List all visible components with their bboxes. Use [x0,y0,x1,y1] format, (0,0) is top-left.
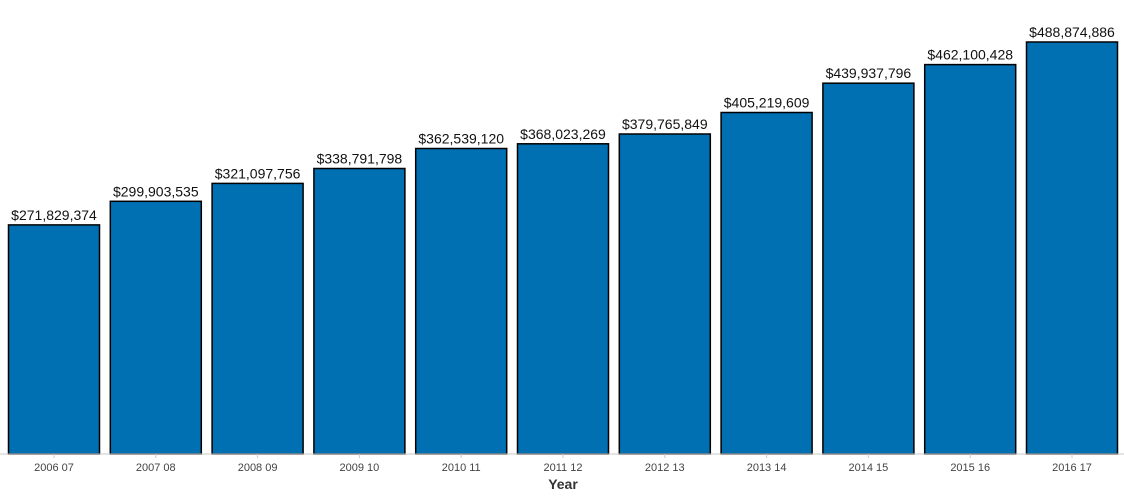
x-tick-labels: 2006 07 2007 08 2008 09 2009 10 2010 11 2011 … [34,462,1092,474]
value-label: $405,219,609 [724,95,810,111]
value-label: $379,765,849 [622,116,708,132]
x-axis-title: Year [548,476,578,492]
value-label: $439,937,796 [826,65,912,81]
value-label: $321,097,756 [215,165,301,181]
value-label: $271,829,374 [11,207,97,223]
bars-layer [7,41,1119,455]
value-label: $299,903,535 [113,183,199,199]
bar-2010-11 [414,147,508,455]
bar-2011-12 [516,143,610,455]
x-tick-label: 2008 09 [238,462,278,474]
x-tick-label: 2011 12 [544,462,583,474]
x-tick-label: 2016 17 [1052,462,1092,474]
bar-2008-09 [211,182,304,455]
x-tick-label: 2015 16 [950,462,990,474]
x-tick-label: 2009 10 [340,462,380,474]
value-label: $462,100,428 [927,47,1013,63]
bar-2014-15 [822,82,915,455]
bar-2013-14 [720,111,813,455]
value-labels-layer: $271,829,374 $299,903,535 $321,097,756 $338… [11,24,1115,223]
x-tick-label: 2006 07 [34,462,74,474]
x-tick-label: 2007 08 [136,462,176,474]
bar-2015-16 [923,63,1017,455]
bar-2007-08 [109,200,203,455]
x-tick-label: 2010 11 [442,462,481,474]
x-tick-label: 2013 14 [747,462,787,474]
x-tick-label: 2014 15 [849,462,889,474]
x-tick-label: 2012 13 [645,462,685,474]
value-label: $488,874,886 [1029,24,1115,40]
value-label: $362,539,120 [418,131,504,147]
bar-2009-10 [313,167,406,455]
bar-2006-07 [7,224,101,455]
value-label: $368,023,269 [520,126,606,142]
value-label: $338,791,798 [317,151,403,167]
x-tick-marks [53,454,1073,458]
bar-2016-17 [1025,41,1119,455]
bar-2012-13 [618,133,712,455]
